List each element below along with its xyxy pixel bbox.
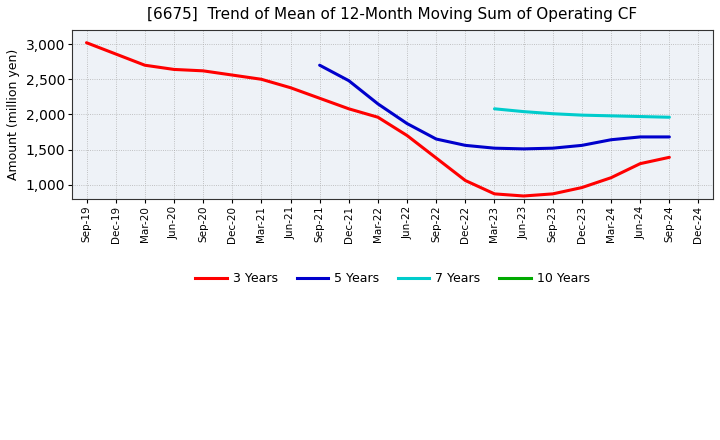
3 Years — [82, 40, 91, 45]
Line: 7 Years: 7 Years — [495, 109, 670, 117]
7 Years — [490, 106, 499, 111]
5 Years — [607, 137, 616, 143]
3 Years — [344, 106, 353, 111]
3 Years — [636, 161, 644, 166]
3 Years — [607, 175, 616, 180]
3 Years — [286, 85, 294, 90]
7 Years — [665, 114, 674, 120]
5 Years — [402, 121, 411, 126]
5 Years — [315, 62, 324, 68]
Line: 5 Years: 5 Years — [320, 65, 670, 149]
3 Years — [432, 155, 441, 161]
3 Years — [665, 155, 674, 160]
5 Years — [636, 134, 644, 139]
5 Years — [344, 78, 353, 83]
7 Years — [636, 114, 644, 119]
7 Years — [549, 111, 557, 116]
5 Years — [577, 143, 586, 148]
Title: [6675]  Trend of Mean of 12-Month Moving Sum of Operating CF: [6675] Trend of Mean of 12-Month Moving … — [148, 7, 638, 22]
5 Years — [490, 146, 499, 151]
3 Years — [490, 191, 499, 197]
5 Years — [519, 146, 528, 151]
5 Years — [461, 143, 469, 148]
Legend: 3 Years, 5 Years, 7 Years, 10 Years: 3 Years, 5 Years, 7 Years, 10 Years — [190, 268, 595, 290]
Y-axis label: Amount (million yen): Amount (million yen) — [7, 49, 20, 180]
3 Years — [461, 178, 469, 183]
3 Years — [315, 95, 324, 101]
3 Years — [519, 193, 528, 198]
Line: 3 Years: 3 Years — [86, 43, 670, 196]
3 Years — [170, 67, 179, 72]
3 Years — [402, 133, 411, 138]
7 Years — [577, 113, 586, 118]
3 Years — [374, 114, 382, 120]
3 Years — [228, 73, 237, 78]
5 Years — [665, 134, 674, 139]
3 Years — [112, 51, 120, 57]
3 Years — [199, 68, 207, 73]
3 Years — [577, 185, 586, 190]
7 Years — [519, 109, 528, 114]
3 Years — [140, 62, 149, 68]
5 Years — [374, 101, 382, 106]
3 Years — [257, 77, 266, 82]
7 Years — [607, 113, 616, 118]
5 Years — [432, 136, 441, 142]
5 Years — [549, 146, 557, 151]
3 Years — [549, 191, 557, 197]
